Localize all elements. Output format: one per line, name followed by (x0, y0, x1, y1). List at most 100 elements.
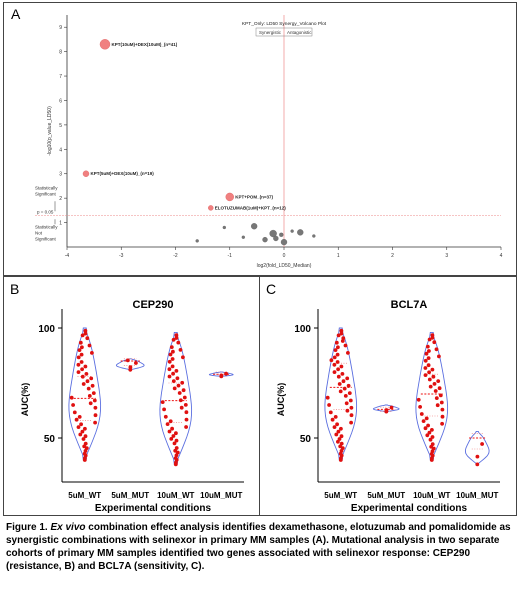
data-point (428, 384, 433, 389)
data-point (421, 419, 426, 423)
data-point (332, 425, 337, 429)
data-point (83, 441, 88, 446)
data-point (168, 352, 173, 357)
data-point (423, 366, 428, 370)
y-tick-label: 2 (59, 196, 62, 202)
data-point (182, 395, 187, 400)
data-point (340, 372, 345, 376)
data-point (434, 347, 439, 352)
x-tick-label: 0 (283, 253, 286, 259)
data-point (175, 376, 180, 381)
nonsig-point (279, 232, 284, 237)
data-point (74, 417, 79, 422)
data-point (346, 383, 351, 388)
data-point (80, 429, 85, 434)
data-point (426, 356, 431, 360)
sig-point (208, 205, 214, 211)
data-point (93, 420, 97, 425)
y-tick-label: 100 (294, 324, 311, 335)
data-point (428, 437, 433, 442)
caption-italic: Ex vivo (50, 522, 86, 533)
x-tick-label: -2 (173, 253, 178, 259)
data-point (170, 364, 175, 369)
data-point (348, 398, 353, 403)
nonsig-point (312, 234, 316, 238)
data-point (427, 430, 432, 435)
y-tick-label: 1 (59, 221, 62, 227)
data-point (327, 403, 331, 407)
y-axis-label: AUC(%) (276, 383, 286, 417)
data-point (167, 374, 172, 379)
nonsig-point (273, 235, 279, 242)
violin (372, 404, 400, 413)
data-point (171, 371, 176, 376)
data-point (424, 416, 429, 421)
data-point (333, 348, 338, 352)
data-point (418, 405, 422, 409)
data-point (340, 339, 345, 343)
data-point (88, 401, 93, 406)
data-point (430, 435, 435, 439)
category-label: 5uM_WT (68, 491, 101, 500)
nonsig-label: Statistically (35, 224, 58, 229)
data-point (339, 328, 344, 333)
data-point (173, 456, 178, 460)
data-point (339, 434, 344, 439)
category-label: 10uM_WT (157, 491, 194, 500)
data-point (80, 367, 84, 372)
data-point (335, 360, 340, 364)
panel-c-label: C (266, 281, 277, 297)
panel-a: A -4 -3 -2 -1 0 1 2 3 4 1 2 3 4 5 6 7 8 9 log2(fold_LD50_M… (3, 2, 517, 276)
data-point (171, 434, 176, 438)
data-point (81, 437, 86, 441)
plot-title: KPT_Only: LD50 Synergy_Volcano Plot (242, 21, 327, 27)
x-tick-label: 1 (337, 253, 340, 259)
data-point (423, 426, 428, 431)
panel-c: C BCL7A 50 100 AUC(%) Experimental condition… (259, 276, 517, 516)
panel-b-label: B (10, 281, 20, 297)
data-point (338, 444, 343, 449)
sig-point-label: KPT+POM_(n=37) (235, 194, 273, 199)
data-point (433, 389, 438, 393)
x-tick-label: 3 (445, 253, 448, 259)
data-point (163, 414, 168, 419)
sig-point-label: KPT(10uM)+DEX(10uM)_(n=41) (111, 42, 177, 47)
data-point (83, 328, 88, 333)
data-point (332, 355, 337, 360)
figure-caption: Figure 1. Ex vivo combination effect ana… (6, 521, 518, 573)
data-point (432, 340, 437, 345)
data-point (339, 331, 344, 336)
data-point (330, 417, 335, 422)
data-point (416, 397, 421, 402)
data-point (174, 369, 179, 373)
data-point (84, 372, 89, 376)
y-tick-label: 6 (59, 98, 62, 104)
data-point (76, 362, 81, 367)
y-tick-label: 5 (59, 123, 62, 129)
data-point (423, 373, 428, 377)
sig-point-label: KPT(5uM)+DEX(10uM)_(n=19) (90, 171, 154, 176)
data-point (81, 382, 86, 386)
chart-title: BCL7A (391, 299, 428, 311)
data-point (167, 429, 172, 434)
violin (159, 331, 193, 465)
violin (68, 327, 102, 461)
data-point (345, 408, 350, 413)
sig-point-label: ELOTUZUMAB(1uM)+KPT_(n=12) (215, 205, 287, 210)
data-point (91, 391, 96, 395)
data-point (342, 386, 347, 391)
data-point (83, 364, 88, 369)
legend-synergistic: Synergistic (259, 30, 282, 35)
sig-label: Significant (35, 191, 57, 196)
x-axis-label: log2(fold_LD50_Median) (257, 263, 312, 269)
x-tick-label: -4 (65, 253, 70, 259)
category-label: 10uM_MUT (200, 491, 242, 500)
data-point (335, 352, 340, 357)
data-point (76, 370, 81, 374)
data-point (334, 340, 339, 345)
caption-fig-label: Figure 1. (6, 522, 48, 533)
data-point (346, 351, 350, 355)
data-point (169, 437, 174, 441)
data-point (343, 394, 348, 398)
x-tick-label: 2 (391, 253, 394, 259)
